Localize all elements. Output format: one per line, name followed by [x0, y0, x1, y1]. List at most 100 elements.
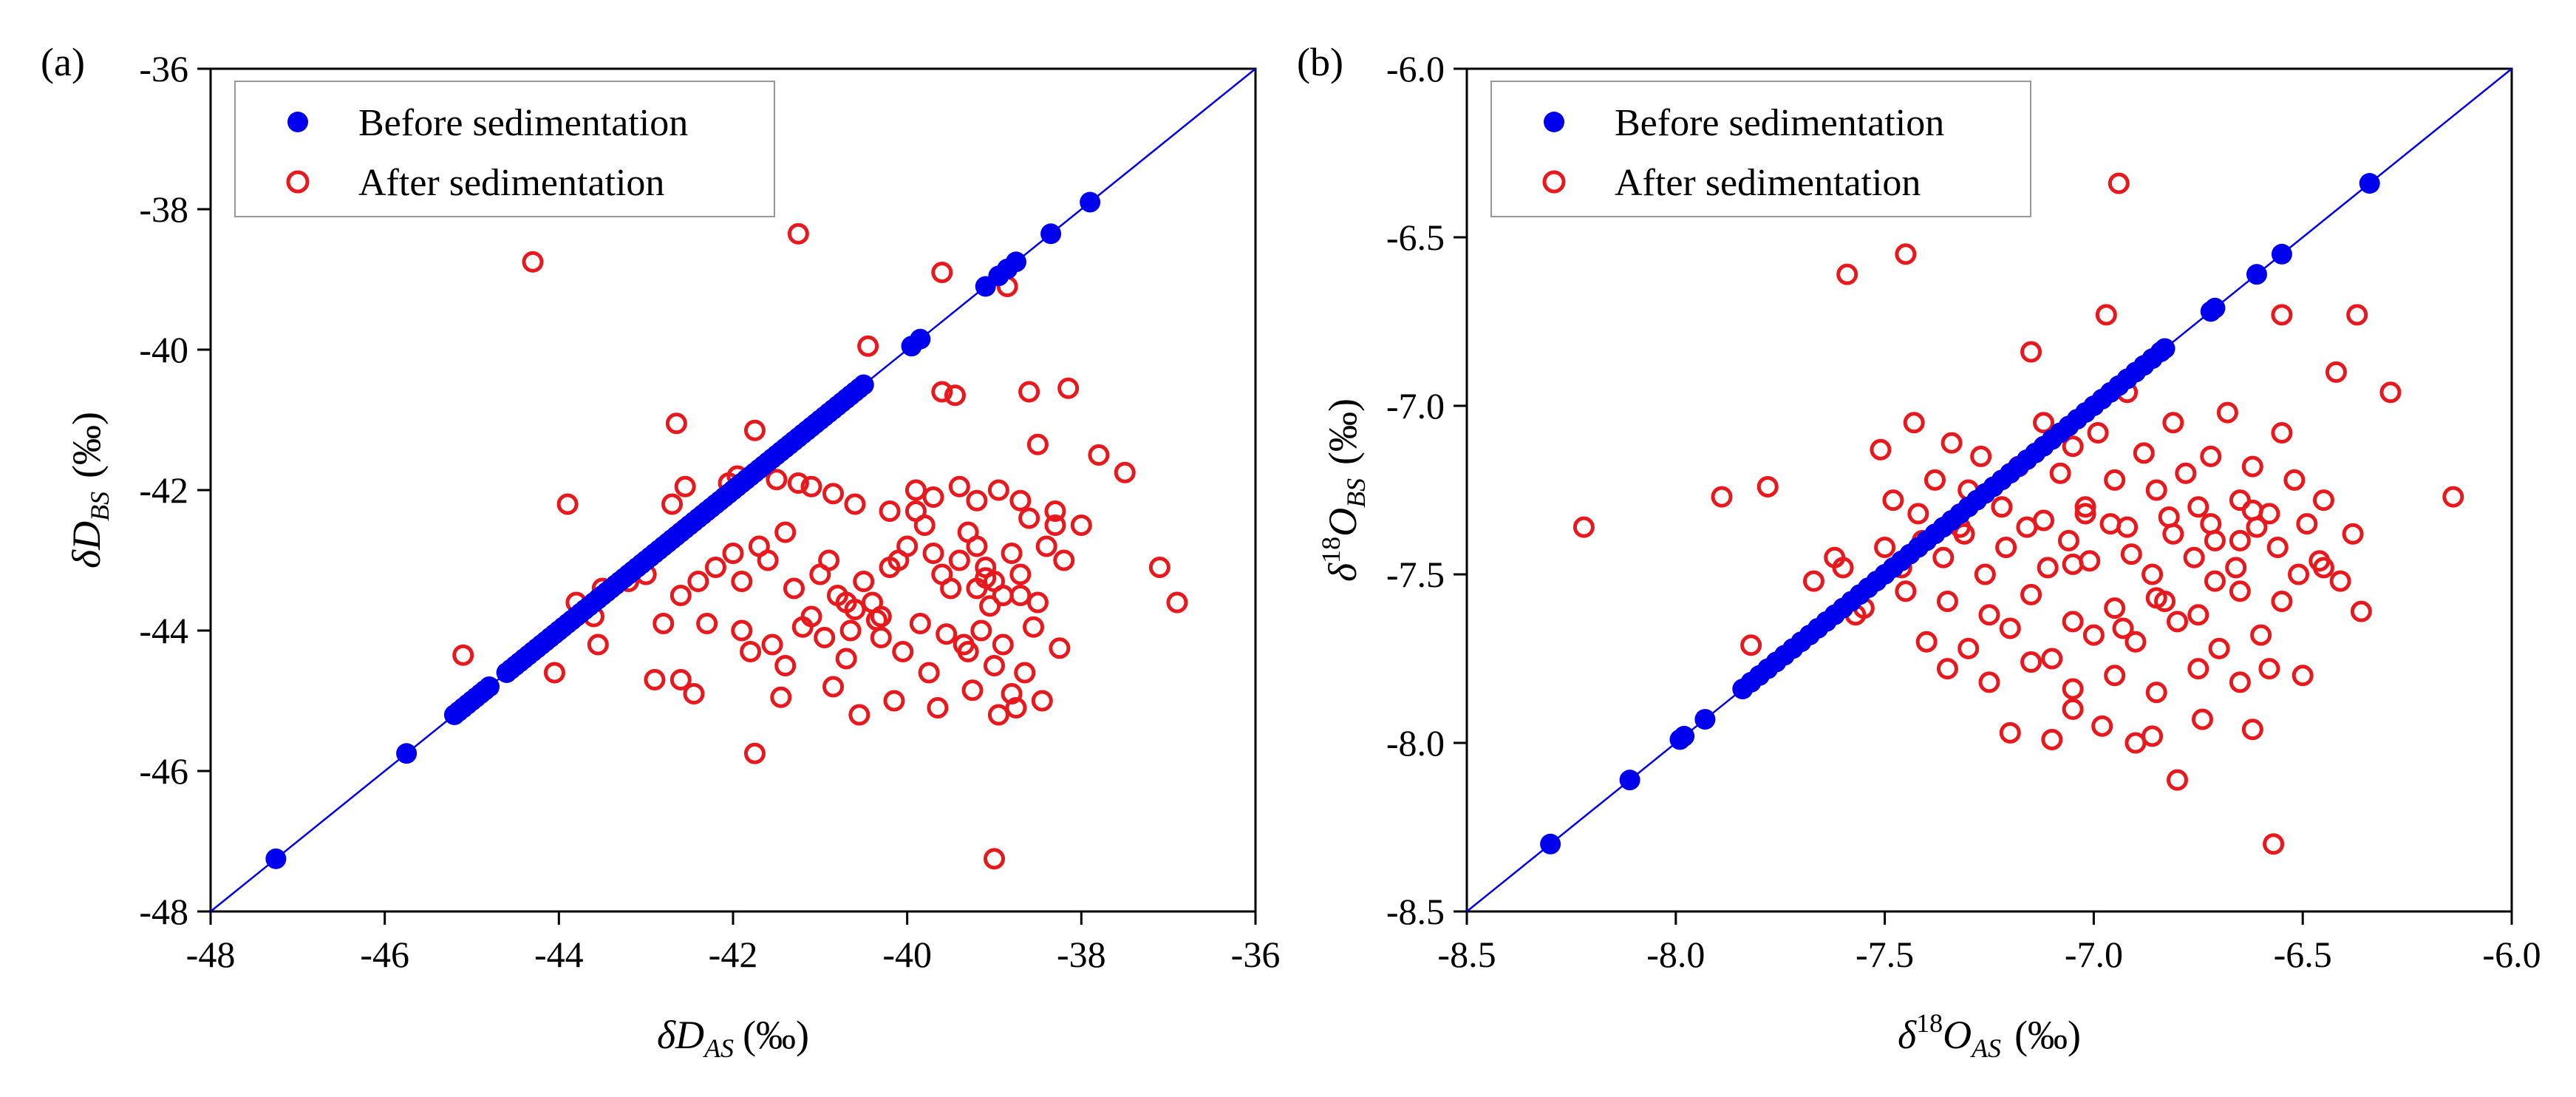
after-sedimentation-point	[870, 605, 892, 628]
before-sedimentation-point	[2154, 338, 2175, 359]
before-sedimentation-point	[1005, 251, 1026, 273]
after-sedimentation-point	[696, 613, 718, 634]
after-sedimentation-point	[1895, 243, 1917, 265]
after-sedimentation-point	[918, 662, 940, 684]
after-sedimentation-point	[2162, 412, 2184, 434]
panel-b-frame	[1465, 67, 2513, 913]
panel-b-legend-box	[1490, 81, 2031, 217]
after-sedimentation-point	[1936, 590, 1958, 612]
after-sedimentation-point	[743, 419, 766, 441]
panel-a-ticks: -48 -46 -44 -42 -40 -38 -36 -48 -46 -44 -42 -40 -38 -…	[139, 48, 1280, 975]
panel-a-legend-after-label: After sedimentation	[358, 162, 664, 204]
after-sedimentation-point	[2187, 496, 2209, 518]
after-sedimentation-point	[948, 549, 970, 571]
after-sedimentation-point	[2200, 445, 2222, 467]
after-sedimentation-point	[2241, 455, 2263, 478]
after-sedimentation-point	[2087, 421, 2109, 444]
after-sedimentation-point	[2037, 557, 2059, 579]
after-sedimentation-point	[1999, 721, 2021, 744]
after-sedimentation-point	[2141, 563, 2164, 585]
after-sedimentation-point	[774, 521, 797, 543]
after-sedimentation-point	[2329, 570, 2351, 592]
after-sedimentation-point	[661, 493, 684, 515]
panel-a-legend-before-label: Before sedimentation	[358, 102, 688, 144]
after-sedimentation-point	[2041, 728, 2063, 750]
after-sedimentation-point	[783, 577, 805, 600]
before-sedimentation-point	[1040, 223, 1062, 245]
after-sedimentation-point	[1166, 591, 1188, 614]
panel-b-x-tick-label: -7.0	[2065, 934, 2123, 975]
after-sedimentation-point	[2187, 604, 2209, 626]
after-sedimentation-point	[2116, 516, 2139, 538]
after-sedimentation-point	[2062, 435, 2084, 458]
after-sedimentation-point	[883, 690, 905, 712]
after-sedimentation-point	[2271, 421, 2293, 444]
after-sedimentation-point	[2346, 304, 2368, 326]
after-sedimentation-point	[1088, 444, 1110, 466]
after-sedimentation-point	[931, 262, 953, 283]
panel-b-x-tick-label: -8.5	[1437, 934, 1496, 975]
after-sedimentation-point	[1014, 662, 1036, 684]
after-sedimentation-point	[2379, 381, 2402, 404]
after-sedimentation-point	[814, 627, 836, 648]
after-sedimentation-point	[787, 223, 809, 245]
after-sedimentation-point	[1940, 432, 1963, 454]
after-sedimentation-point	[2229, 529, 2251, 551]
after-sedimentation-point	[2091, 715, 2113, 737]
after-sedimentation-point	[2020, 341, 2042, 363]
after-sedimentation-point	[2074, 503, 2096, 525]
after-sedimentation-point	[770, 686, 792, 708]
after-sedimentation-point	[1924, 469, 1946, 491]
after-sedimentation-point	[844, 599, 866, 620]
panel-a-series-after	[452, 223, 1188, 870]
panel-a-legend-after-marker	[286, 170, 310, 194]
after-sedimentation-point	[1740, 634, 1762, 656]
after-sedimentation-point	[1009, 563, 1032, 585]
panel-a-x-tick-label: -40	[882, 934, 932, 975]
panel-b-legend-after-marker	[1542, 170, 1566, 194]
after-sedimentation-point	[1978, 604, 2000, 626]
panel-a-series-before	[265, 191, 1101, 869]
before-sedimentation-point	[2204, 297, 2226, 319]
after-sedimentation-point	[2312, 489, 2334, 512]
after-sedimentation-point	[1907, 503, 1929, 525]
panel-a-y-tick-label: -40	[139, 329, 188, 370]
panel-a-y-tick-label: -48	[139, 891, 188, 932]
panel-a-x-tick-label: -44	[534, 934, 584, 975]
after-sedimentation-point	[2271, 590, 2293, 612]
before-sedimentation-point	[1694, 709, 1716, 730]
before-sedimentation-point	[479, 676, 500, 697]
after-sedimentation-point	[1836, 263, 1858, 285]
panel-a-x-tick-label: -48	[186, 934, 236, 975]
after-sedimentation-point	[879, 500, 901, 522]
after-sedimentation-point	[644, 669, 666, 690]
after-sedimentation-point	[1970, 445, 1992, 467]
after-sedimentation-point	[1572, 516, 1595, 538]
panel-b-x-tick-label: -8.0	[1646, 934, 1705, 975]
after-sedimentation-point	[2082, 624, 2105, 646]
after-sedimentation-point	[948, 475, 970, 497]
after-sedimentation-point	[2200, 513, 2222, 535]
after-sedimentation-point	[556, 493, 579, 515]
after-sedimentation-point	[944, 384, 966, 407]
after-sedimentation-point	[2049, 462, 2071, 484]
after-sedimentation-point	[927, 697, 949, 719]
panel-a-legend-before-marker	[287, 112, 308, 132]
after-sedimentation-point	[2124, 732, 2147, 754]
after-sedimentation-point	[2442, 486, 2464, 508]
after-sedimentation-point	[1044, 514, 1066, 536]
after-sedimentation-point	[1974, 563, 1996, 585]
panel-a-x-tick-label: -42	[709, 934, 758, 975]
after-sedimentation-point	[2167, 769, 2189, 791]
after-sedimentation-point	[2258, 658, 2280, 680]
after-sedimentation-point	[2020, 651, 2042, 673]
panel-a-y-tick-label: -36	[139, 48, 188, 89]
after-sedimentation-point	[2325, 361, 2347, 383]
after-sedimentation-point	[2350, 600, 2372, 622]
after-sedimentation-point	[2033, 509, 2055, 531]
after-sedimentation-point	[1057, 377, 1080, 399]
after-sedimentation-point	[2263, 833, 2285, 855]
after-sedimentation-point	[975, 567, 997, 589]
after-sedimentation-point	[2266, 537, 2289, 559]
after-sedimentation-point	[2229, 580, 2251, 602]
